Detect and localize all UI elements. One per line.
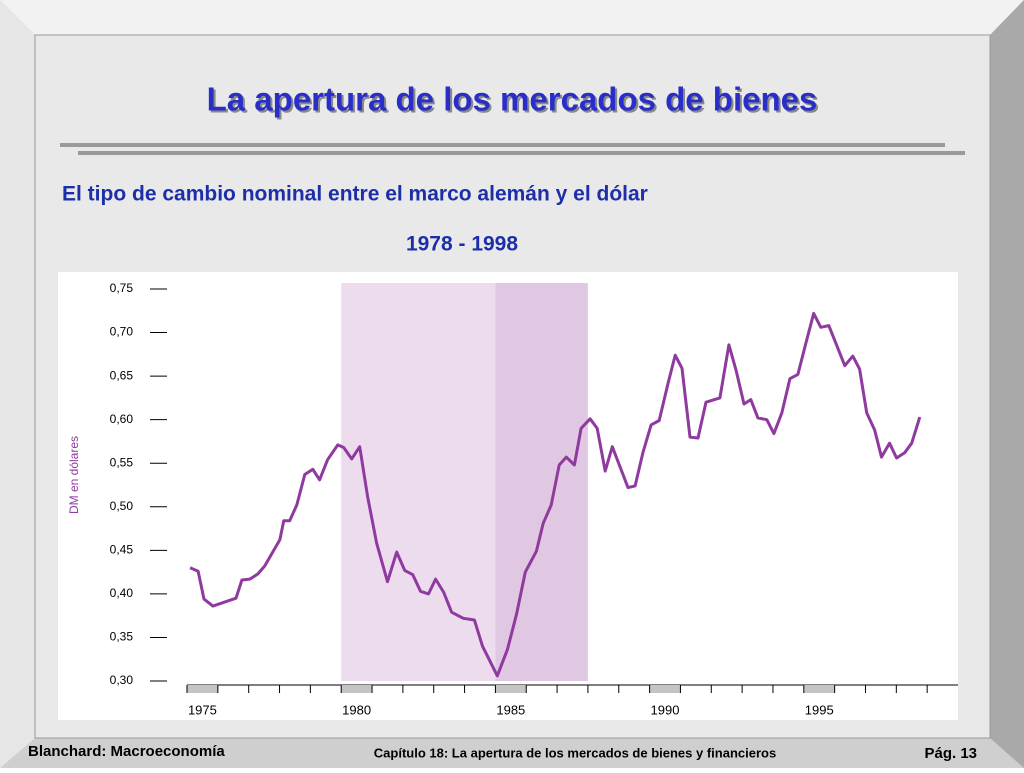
y-tick-label: 0,65 <box>110 368 134 382</box>
footer-left: Blanchard: Macroeconomía <box>28 743 225 760</box>
data-line <box>189 311 922 678</box>
x-tick-label: 1990 <box>651 702 680 717</box>
y-tick-label: 0,55 <box>110 455 134 469</box>
y-tick-label: 0,50 <box>110 499 134 513</box>
y-tick-label: 0,40 <box>110 586 134 600</box>
y-tick-label: 0,45 <box>110 543 134 557</box>
chart-subtitle: 1978 - 1998 <box>406 233 518 256</box>
x-tick-label: 1995 <box>805 702 834 717</box>
y-tick-label: 0,30 <box>110 673 134 687</box>
footer-center: Capítulo 18: La apertura de los mercados… <box>374 745 776 760</box>
year-band <box>341 685 373 693</box>
frame-bevel <box>990 0 1024 768</box>
y-tick-label: 0,35 <box>110 630 134 644</box>
x-tick-label: 1985 <box>496 702 525 717</box>
y-tick-label: 0,75 <box>110 281 134 295</box>
shaded-period <box>495 283 588 681</box>
slide-title: La apertura de los mercados de bienes <box>207 81 818 118</box>
frame-bevel <box>0 0 1024 35</box>
frame-bevel <box>0 0 35 768</box>
y-axis-label: DM en dólares <box>67 436 81 514</box>
y-tick-label: 0,70 <box>110 325 134 339</box>
x-tick-label: 1980 <box>342 702 371 717</box>
x-tick-label: 1975 <box>188 702 217 717</box>
shaded-period <box>341 283 496 681</box>
year-band <box>803 685 835 693</box>
chart-title: El tipo de cambio nominal entre el marco… <box>62 183 648 206</box>
y-tick-label: 0,60 <box>110 412 134 426</box>
year-band <box>187 685 218 693</box>
footer-right: Pág. 13 <box>924 745 977 762</box>
year-band <box>495 685 527 693</box>
year-band <box>649 685 681 693</box>
title-shadow: La apertura de los mercados de bienes <box>209 83 820 120</box>
